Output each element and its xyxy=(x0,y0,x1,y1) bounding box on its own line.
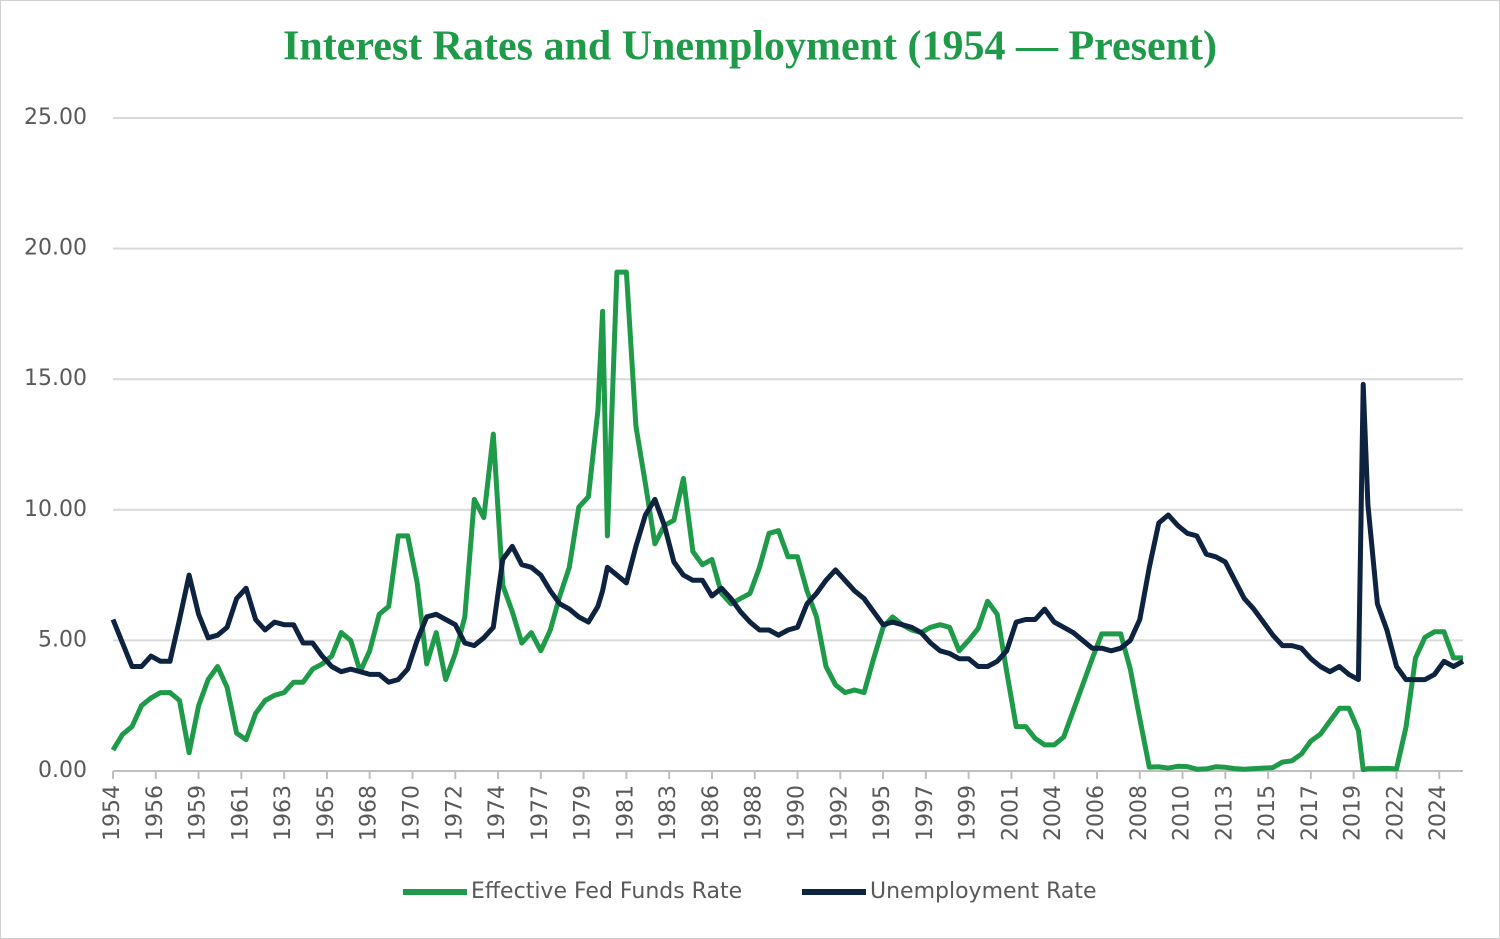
x-tick-label: 1990 xyxy=(785,785,810,841)
x-tick-label: 1965 xyxy=(314,785,339,841)
series-line xyxy=(110,269,1463,773)
x-tick-label: 1970 xyxy=(399,785,424,841)
x-tick-label: 1979 xyxy=(571,785,596,841)
x-tick-label: 1988 xyxy=(742,785,767,841)
x-tick-label: 1983 xyxy=(656,785,681,841)
x-tick-label: 1956 xyxy=(143,785,168,841)
x-tick-label: 2010 xyxy=(1170,785,1195,841)
legend-label: Unemployment Rate xyxy=(870,879,1097,904)
x-tick-label: 2001 xyxy=(998,785,1023,841)
x-tick-label: 1972 xyxy=(442,785,467,841)
x-tick-label: 2008 xyxy=(1127,785,1152,841)
y-tick-label: 0.00 xyxy=(38,758,87,783)
x-tick-label: 1954 xyxy=(100,785,125,841)
x-tick-label: 1992 xyxy=(827,785,852,841)
chart-title: Interest Rates and Unemployment (1954 — … xyxy=(283,24,1217,70)
x-tick-label: 1977 xyxy=(528,785,553,841)
x-tick-label: 1995 xyxy=(870,785,895,841)
y-tick-label: 10.00 xyxy=(24,497,87,522)
x-tick-label: 1968 xyxy=(357,785,382,841)
x-tick-label: 2004 xyxy=(1041,785,1066,841)
x-tick-label: 2024 xyxy=(1426,785,1451,841)
y-tick-label: 25.00 xyxy=(24,105,87,130)
x-tick-label: 1997 xyxy=(913,785,938,841)
x-tick-label: 1981 xyxy=(613,785,638,841)
y-tick-label: 20.00 xyxy=(24,236,87,261)
x-tick-label: 2013 xyxy=(1212,785,1237,841)
x-tick-label: 1974 xyxy=(485,785,510,841)
x-tick-label: 2022 xyxy=(1383,785,1408,841)
x-tick-label: 1963 xyxy=(271,785,296,841)
x-tick-label: 1959 xyxy=(186,785,211,841)
x-tick-label: 1986 xyxy=(699,785,724,841)
x-tick-label: 2019 xyxy=(1341,785,1366,841)
y-tick-label: 15.00 xyxy=(24,366,87,391)
x-tick-label: 2006 xyxy=(1084,785,1109,841)
x-tick-label: 1961 xyxy=(228,785,253,841)
x-tick-label: 1999 xyxy=(956,785,981,841)
x-tick-label: 2017 xyxy=(1298,785,1323,841)
x-tick-label: 2015 xyxy=(1255,785,1280,841)
y-tick-label: 5.00 xyxy=(38,627,87,652)
series-line xyxy=(110,381,1465,685)
legend-label: Effective Fed Funds Rate xyxy=(471,879,742,904)
